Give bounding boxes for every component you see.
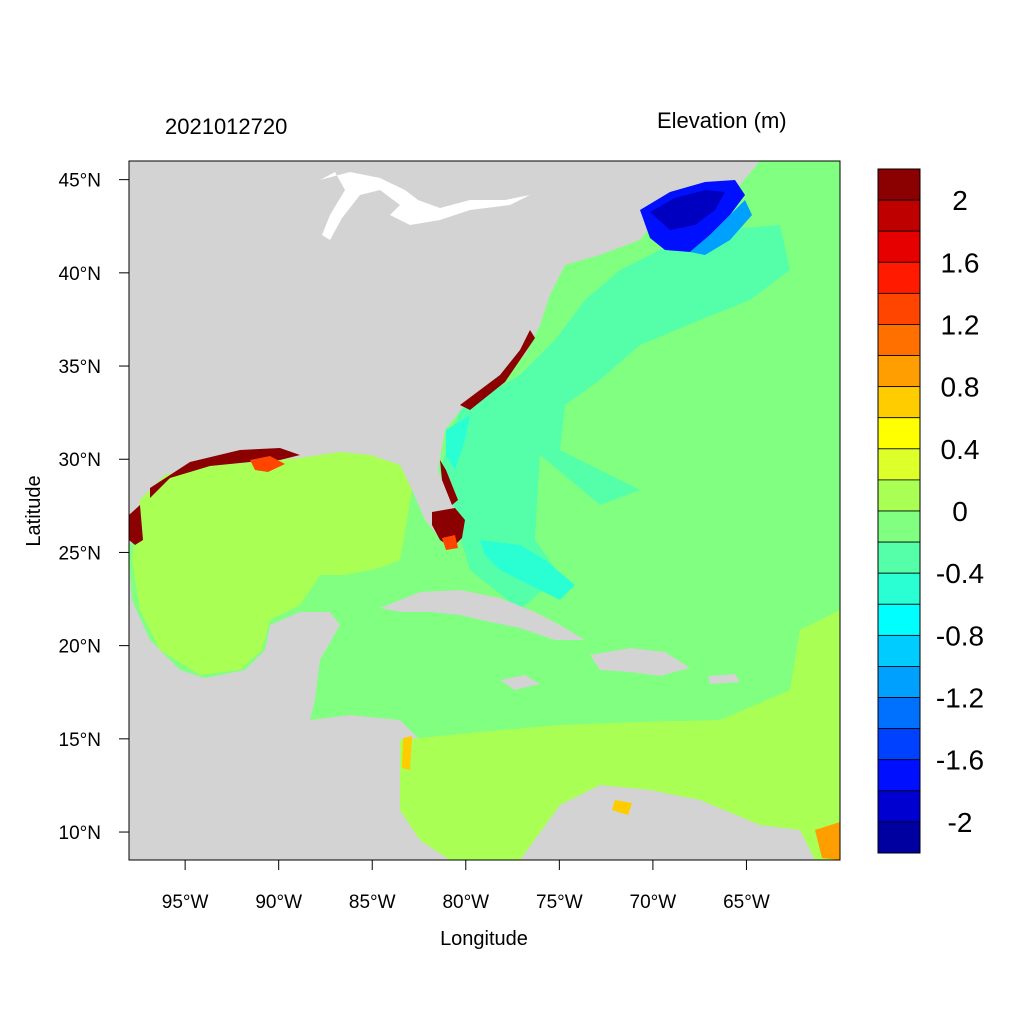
colorbar-swatch [877,634,921,667]
colorbar-swatch [877,324,921,356]
colorbar-label: 0.8 [941,372,980,403]
x-tick-label: 65°W [723,892,770,913]
x-tick-label: 70°W [630,892,677,913]
colorbar: 2 1.6 1.2 0.8 0.4 0 -0.4 -0.8 -1.2 -1.6 -2 [877,168,984,854]
cuba-island [380,590,585,640]
mississippi-delta-surge [250,456,285,472]
colorbar-swatch [877,355,921,388]
southeast-coast-surge [460,330,535,410]
y-tick-label: 45°N [59,171,101,192]
southern-caribbean [400,610,840,860]
colorbar-label: -0.4 [936,558,984,589]
florida-east-shelf [446,415,470,470]
jamaica-island [500,675,540,690]
venezuela-coast-surge [612,800,632,815]
timestamp-title: 2021012720 [165,114,287,139]
colorbar-swatch [877,821,921,854]
y-tick-label: 35°N [59,357,101,378]
colorbar-label: 0 [952,496,968,527]
colorbar-label: 1.6 [941,247,980,278]
colorbar-swatch [877,386,921,419]
colorbar-swatch [877,541,921,574]
colorbar-label: 0.4 [941,434,980,465]
gulf-of-mexico [132,452,412,675]
trinidad-region-surge [815,822,840,860]
colorbar-swatch [877,759,921,792]
land-mass [129,161,760,545]
gulf-of-maine-deep-surge [650,190,725,230]
variable-title: Elevation (m) [657,108,787,133]
x-tick-label: 95°W [162,892,209,913]
colorbar-label: -1.2 [936,683,984,714]
colorbar-swatch [877,666,921,698]
colorbar-swatch [877,230,921,263]
y-tick-label: 20°N [59,637,101,658]
gulf-of-maine-margin [690,200,752,255]
colorbar-label: 2 [952,185,968,216]
x-tick-label: 85°W [349,892,396,913]
colorbar-swatch [877,448,921,481]
florida-keys-surge [442,535,458,550]
x-axis-label: Longitude [440,928,528,950]
colorbar-label: 1.2 [941,309,980,340]
colorbar-label: -1.6 [936,745,984,776]
x-axis: 95°W 90°W 85°W 80°W 75°W 70°W 65°W [162,860,770,913]
y-tick-label: 15°N [59,730,101,751]
colorbar-swatch [877,697,921,730]
map-plot [129,161,840,860]
colorbar-frame [877,168,921,854]
x-tick-label: 80°W [442,892,489,913]
colorbar-swatch [877,728,921,761]
colorbar-swatch [877,199,921,232]
colorbar-swatch [877,168,921,201]
texas-coast-surge [129,505,143,545]
x-tick-label: 75°W [536,892,583,913]
central-america-land [129,560,450,860]
colorbar-swatch [877,417,921,450]
colorbar-label: -0.8 [936,620,984,651]
y-axis-label: Latitude [23,475,45,546]
colorbar-swatch [877,510,921,543]
colorbar-swatch [877,479,921,512]
southwest-florida-high-surge [432,508,465,548]
atlantic-shelf-region [440,225,790,610]
colorbar-swatch [877,572,921,605]
colorbar-label: -2 [948,807,973,838]
y-tick-label: 40°N [59,264,101,285]
y-tick-label: 25°N [59,543,101,564]
plot-frame [128,160,841,861]
y-tick-label: 30°N [59,450,101,471]
y-axis: 45°N 40°N 35°N 30°N 25°N 20°N 15°N 10°N [59,171,129,844]
bahamas-islands [480,540,575,600]
great-lakes [320,172,530,240]
colorbar-swatch [877,261,921,294]
south-america-land [520,785,815,860]
colorbar-swatch [877,603,921,636]
colorbar-swatch [877,292,921,325]
x-tick-label: 90°W [255,892,302,913]
y-tick-label: 10°N [59,823,101,844]
nicaragua-coast-surge [402,736,412,770]
puerto-rico-island [708,674,740,684]
florida-east-coast-surge [440,460,458,505]
colorbar-swatch [877,790,921,823]
hispaniola-island [590,648,690,676]
